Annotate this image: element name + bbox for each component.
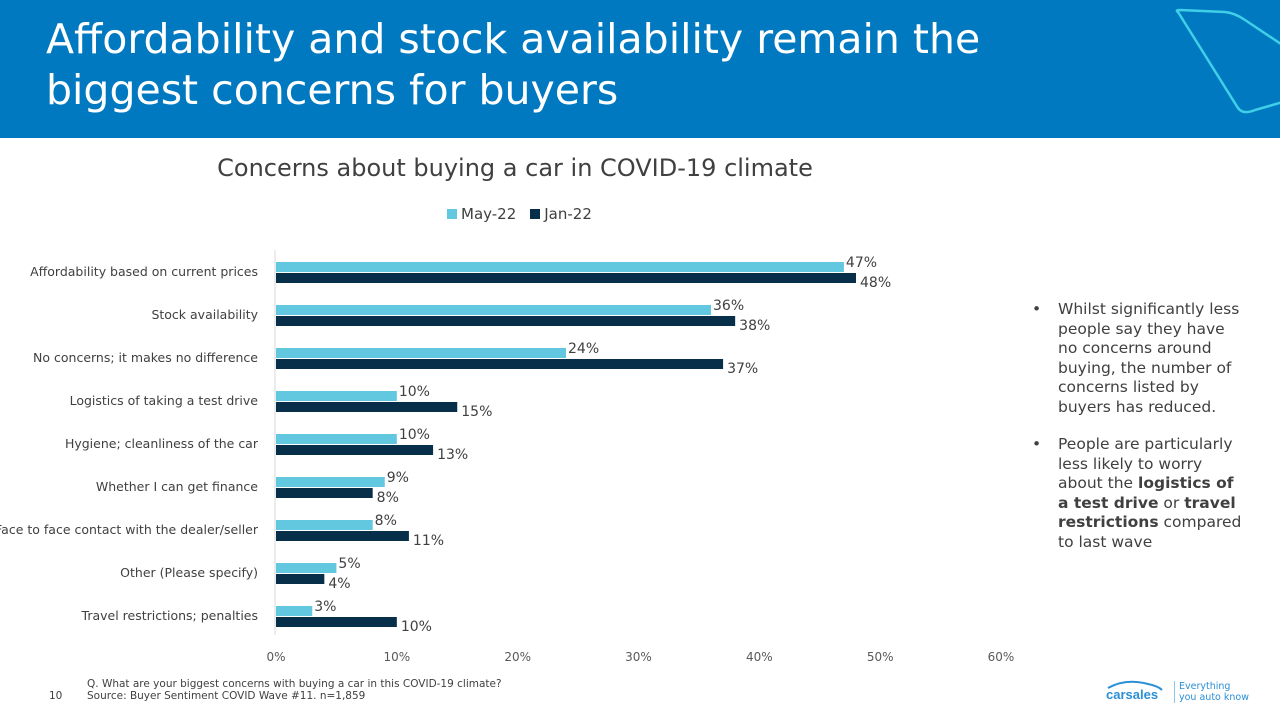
bar-jan-22 [276,402,458,412]
bullet-fragment: logistics of a test drive [1058,474,1234,512]
tagline-line: Everything [1179,681,1231,692]
bar-may-22 [276,434,397,444]
bar-may-22 [276,477,385,487]
bar-jan-22 [276,531,409,541]
page-number: 10 [49,690,63,702]
header-banner: Affordability and stock availability rem… [0,0,1280,138]
bullet-fragment: compared to last wave [1058,513,1242,551]
bar-may-22 [276,262,844,272]
bullet-1: • Whilst significantly less people say th… [1032,300,1242,417]
bar-jan-22 [276,316,736,326]
footnote: Q. What are your biggest concerns with b… [87,678,502,702]
legend-item-jan: Jan-22 [530,205,592,223]
category-label: Other (Please specify) [120,565,258,580]
data-label: 5% [338,556,360,572]
page-title: Affordability and stock availability rem… [46,15,981,114]
question-note: Q. What are your biggest concerns with b… [87,678,502,690]
category-label: No concerns; it makes no difference [33,350,258,365]
bullet-text: People are particularly less likely to w… [1058,435,1242,552]
bar-jan-22 [276,617,397,627]
bullet-2: • People are particularly less likely to … [1032,435,1242,552]
bar-jan-22 [276,445,434,455]
bar-may-22 [276,606,313,616]
data-label: 10% [399,384,430,400]
x-tick-label: 20% [504,650,531,664]
data-label: 10% [399,427,430,443]
category-label: Whether I can get finance [96,479,258,494]
bar-jan-22 [276,359,724,369]
bullet-text: Whilst significantly less people say the… [1058,300,1242,417]
bar-jan-22 [276,574,325,584]
category-label: Affordability based on current prices [30,264,258,279]
data-label: 10% [401,619,432,635]
data-label: 8% [377,490,399,506]
category-label: Stock availability [151,307,258,322]
legend-item-may: May-22 [447,205,516,223]
category-label: Logistics of taking a test drive [70,393,259,408]
data-label: 24% [568,341,599,357]
x-tick-label: 60% [988,650,1015,664]
phone-outline-graphic [1175,8,1280,114]
data-label: 48% [860,275,891,291]
data-label: 11% [413,533,444,549]
legend-label: Jan-22 [544,205,592,223]
data-label: 13% [437,447,468,463]
bar-may-22 [276,305,711,315]
data-label: 3% [314,599,336,615]
data-label: 36% [713,298,744,314]
bar-jan-22 [276,273,856,283]
commentary: • Whilst significantly less people say th… [1032,300,1242,570]
category-label: Face to face contact with the dealer/sel… [0,522,259,537]
bar-may-22 [276,348,566,358]
bullet-fragment: People are particularly less likely to w… [1058,435,1233,492]
bar-may-22 [276,520,373,530]
data-label: 37% [727,361,758,377]
x-tick-label: 0% [266,650,285,664]
tagline-line: you auto know [1179,692,1249,703]
x-tick-label: 30% [625,650,652,664]
bullet-fragment: Whilst significantly less people say the… [1058,300,1240,416]
source-note: Source: Buyer Sentiment COVID Wave #11. … [87,690,366,702]
bar-may-22 [276,563,337,573]
bar-chart: Affordability based on current prices 47%… [0,250,1015,664]
chart-legend: May-22 Jan-22 [447,205,592,223]
data-label: 4% [328,576,350,592]
bullet-fragment: travel restrictions [1058,493,1236,532]
chart-title: Concerns about buying a car in COVID-19 … [217,154,813,182]
category-label: Hygiene; cleanliness of the car [65,436,259,451]
data-label: 9% [387,470,409,486]
bullet-fragment: or [1158,493,1185,512]
x-tick-label: 50% [867,650,894,664]
data-label: 47% [846,255,877,271]
bar-may-22 [276,391,397,401]
data-label: 15% [461,404,492,420]
carsales-logo: carsales [1106,680,1163,702]
tagline: Everything you auto know [1174,681,1249,703]
data-label: 8% [375,513,397,529]
bar-jan-22 [276,488,373,498]
svg-text:carsales: carsales [1106,687,1158,702]
legend-label: May-22 [461,205,517,223]
x-tick-label: 40% [746,650,773,664]
category-label: Travel restrictions; penalties [81,608,258,623]
x-tick-label: 10% [383,650,410,664]
data-label: 38% [739,318,770,334]
